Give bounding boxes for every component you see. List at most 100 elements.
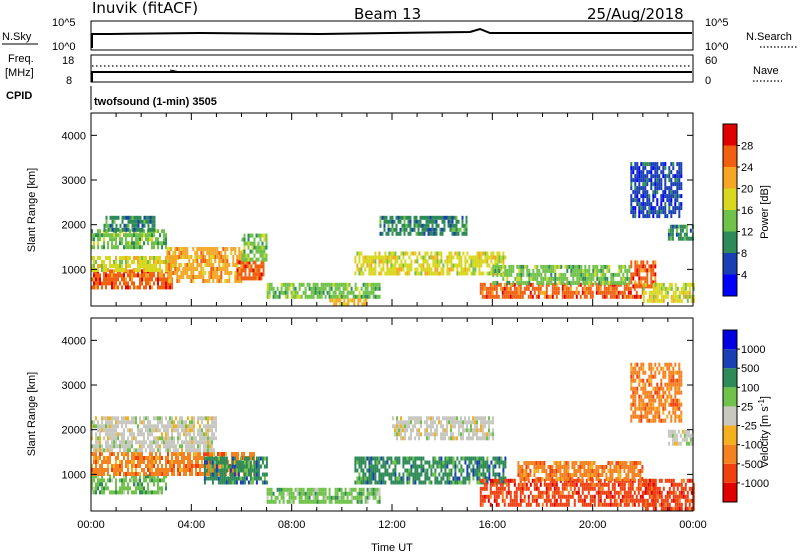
power-region-1	[91, 256, 179, 272]
velocity-region-6	[392, 416, 494, 441]
freq-line	[91, 71, 692, 82]
freq-left-tick-top: 18	[62, 55, 74, 67]
freq-dip	[169, 69, 181, 73]
power-colorbar-label: Power [dB]	[759, 185, 771, 239]
y-tick-label: 4000	[62, 130, 86, 142]
colorbar-tick-label: 4	[741, 270, 747, 282]
power-panel: 4000 3000 2000 1000 Slant Range [km]	[26, 112, 695, 307]
y-tick-label: 3000	[62, 380, 86, 392]
colorbar-swatch	[723, 188, 737, 210]
freq-right-tick-top: 60	[705, 55, 717, 67]
colorbar-tick-label: -1000	[741, 478, 769, 490]
freq-left-label-1: Freq.	[8, 53, 34, 65]
noise-left-tick-bottom: 10^0	[52, 41, 76, 53]
colorbar-swatch	[723, 425, 737, 445]
colorbar-frame	[722, 329, 738, 503]
velocity-region-2	[91, 416, 217, 453]
colorbar-tick-label: 16	[741, 205, 753, 217]
power-data-layer	[91, 162, 695, 307]
colorbar-tick-label: 100	[741, 382, 759, 394]
colorbar-tick-label: 8	[741, 248, 747, 260]
x-tick-label: 08:00	[278, 519, 306, 531]
colorbar-swatch	[723, 231, 737, 253]
power-colorbar: Power [dB] 28 24 20 16 12 8 4	[722, 123, 771, 297]
cpid-text: twofsound (1-min) 3505	[94, 96, 217, 108]
date-title: 25/Aug/2018	[587, 5, 684, 23]
colorbar-tick-label: 28	[741, 141, 753, 153]
x-tick-label: 00:00	[77, 519, 105, 531]
power-region-3	[103, 215, 156, 232]
cpid-label: CPID	[6, 90, 32, 102]
velocity-x-ticks: 00:00 04:00 08:00 12:00 16:00 20:00 00:00	[77, 318, 707, 531]
freq-right-label: Nave	[753, 65, 779, 77]
y-tick-label: 2000	[62, 220, 86, 232]
colorbar-swatch	[723, 463, 737, 483]
colorbar-swatch	[723, 406, 737, 426]
colorbar-swatch	[723, 387, 737, 407]
power-region-4	[166, 247, 243, 283]
velocity-region-11	[630, 362, 683, 423]
power-region-9	[354, 251, 507, 276]
freq-panel	[90, 54, 694, 83]
colorbar-swatch	[723, 167, 737, 189]
x-tick-label: 16:00	[479, 519, 507, 531]
colorbar-tick-label: 20	[741, 184, 753, 196]
velocity-colorbar-label-main: Velocity [m s	[759, 406, 771, 468]
y-tick-label: 2000	[62, 425, 86, 437]
colorbar-swatch	[723, 330, 737, 350]
colorbar-swatch	[723, 124, 737, 146]
beam-title: Beam 13	[354, 5, 421, 23]
x-axis-label: Time UT	[371, 542, 413, 554]
power-region-8	[329, 298, 368, 307]
colorbar-swatch	[723, 444, 737, 464]
colorbar-tick-label: -500	[741, 459, 763, 471]
power-x-tickmarks	[90, 113, 694, 306]
velocity-region-9	[642, 478, 695, 511]
colorbar-tick-label: 25	[741, 401, 753, 413]
colorbar-tick-label: 12	[741, 227, 753, 239]
colorbar-tick-label: 500	[741, 363, 759, 375]
velocity-region-1	[91, 452, 255, 476]
colorbar-tick-label: 1000	[741, 344, 765, 356]
velocity-colorbar: Velocity [m s-1] 1000 500 100 25 -25 -100 -500…	[722, 329, 771, 503]
colorbar-swatch	[723, 368, 737, 388]
y-tick-label: 1000	[62, 264, 86, 276]
noise-sky-line	[91, 27, 692, 48]
noise-left-tick-top: 10^5	[52, 17, 76, 29]
noise-right-tick-top: 10^5	[705, 17, 729, 29]
colorbar-tick-label: -100	[741, 440, 763, 452]
power-region-12	[492, 264, 631, 285]
velocity-region-10	[667, 429, 694, 446]
y-tick-label: 4000	[62, 335, 86, 347]
noise-right-label: N.Search	[746, 31, 792, 43]
power-y-ticks: 4000 3000 2000 1000	[62, 130, 693, 276]
velocity-data-layer	[91, 362, 695, 511]
power-region-6	[241, 233, 268, 262]
colorbar-swatch	[723, 482, 737, 502]
velocity-panel: 4000 3000 2000 1000 00:00 04:00 08:00 12:00 16:…	[26, 317, 707, 554]
power-region-11	[479, 282, 644, 299]
power-region-14	[642, 282, 695, 303]
power-region-5	[236, 260, 265, 281]
velocity-colorbar-label-sup: -1	[757, 399, 766, 407]
power-y-axis-label: Slant Range [km]	[26, 168, 38, 252]
velocity-colorbar-label-end: ]	[759, 396, 771, 399]
colorbar-swatch	[723, 253, 737, 275]
velocity-region-4	[266, 487, 381, 504]
velocity-region-8	[517, 461, 644, 481]
y-tick-label: 3000	[62, 175, 86, 187]
velocity-y-axis-label: Slant Range [km]	[26, 372, 38, 456]
velocity-y-ticks: 4000 3000 2000 1000	[62, 335, 693, 481]
velocity-region-5	[354, 456, 507, 485]
freq-left-label-2: [MHz]	[5, 67, 34, 79]
freq-right-tick-bottom: 0	[705, 75, 711, 87]
colorbar-swatch	[723, 210, 737, 232]
colorbar-swatch	[723, 274, 737, 296]
station-title: Inuvik (fitACF)	[92, 0, 198, 17]
velocity-colorbar-label: Velocity [m s-1]	[757, 396, 771, 468]
noise-panel	[90, 20, 694, 51]
velocity-region-0	[91, 474, 167, 495]
colorbar-tick-label: -25	[741, 421, 757, 433]
y-tick-label: 1000	[62, 469, 86, 481]
